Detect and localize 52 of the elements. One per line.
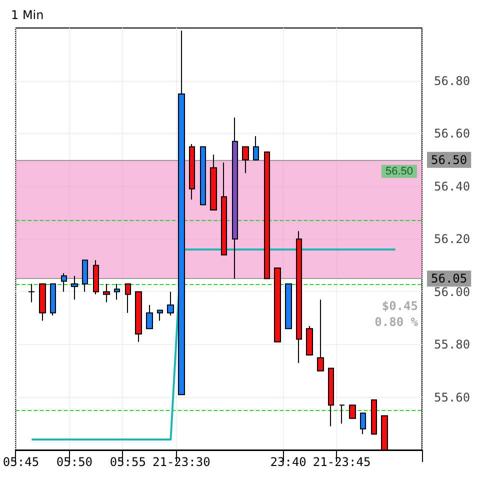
candlestick xyxy=(93,260,99,295)
x-tick-label: 23:40 xyxy=(270,455,306,469)
y-tick-label: 56.20 xyxy=(434,232,470,246)
x-tick-label: 21-23:30 xyxy=(152,455,210,469)
x-tick-label: 21-23:45 xyxy=(312,455,371,469)
candlestick xyxy=(274,268,281,342)
candlestick xyxy=(349,404,356,419)
candlestick xyxy=(189,144,195,200)
annotation: $0.45 xyxy=(382,299,418,313)
candlestick xyxy=(146,304,153,330)
candlestick xyxy=(157,310,163,322)
ref-line-label: 56.05 xyxy=(431,272,468,286)
candlestick xyxy=(328,368,334,427)
candlestick xyxy=(200,146,206,206)
candlestick xyxy=(306,326,313,356)
candlestick xyxy=(242,146,249,174)
candlestick xyxy=(71,275,78,300)
candlestick xyxy=(50,283,56,316)
x-tick-label: 05:55 xyxy=(110,455,146,469)
ref-line-label: 56.50 xyxy=(431,152,468,167)
y-tick-label: 55.60 xyxy=(434,390,470,404)
candlestick xyxy=(360,412,366,435)
candlestick xyxy=(178,30,185,396)
candlestick xyxy=(28,283,35,303)
candlestick xyxy=(210,154,217,210)
candlestick xyxy=(39,283,46,322)
candlestick xyxy=(82,260,88,292)
candlestick xyxy=(317,299,324,372)
candlestick xyxy=(339,404,345,424)
y-tick-label: 56.40 xyxy=(434,179,470,194)
y-tick-label: 56.00 xyxy=(434,284,470,299)
chart-title: 1 Min xyxy=(11,8,44,22)
band-label: 56.50 xyxy=(385,165,413,178)
y-tick-label: 55.80 xyxy=(434,338,470,352)
candlestick xyxy=(167,291,174,316)
candlestick xyxy=(61,272,67,292)
x-tick-label: 05:45 xyxy=(2,455,40,469)
candlestick xyxy=(296,230,302,364)
x-tick-label: 05:50 xyxy=(56,455,93,469)
candlestick xyxy=(253,136,259,160)
y-tick-label: 56.80 xyxy=(434,74,470,88)
candlestick xyxy=(285,283,292,330)
candlestick xyxy=(221,162,227,256)
candlestick xyxy=(135,291,142,342)
annotation: 0.80 % xyxy=(374,315,419,329)
candlestick xyxy=(371,399,377,435)
candlestick xyxy=(232,117,238,280)
candlestick xyxy=(114,283,120,300)
y-tick-label: 56.60 xyxy=(434,126,470,140)
candlestick xyxy=(264,151,270,280)
candlestick xyxy=(125,283,131,314)
candlestick xyxy=(103,283,110,303)
